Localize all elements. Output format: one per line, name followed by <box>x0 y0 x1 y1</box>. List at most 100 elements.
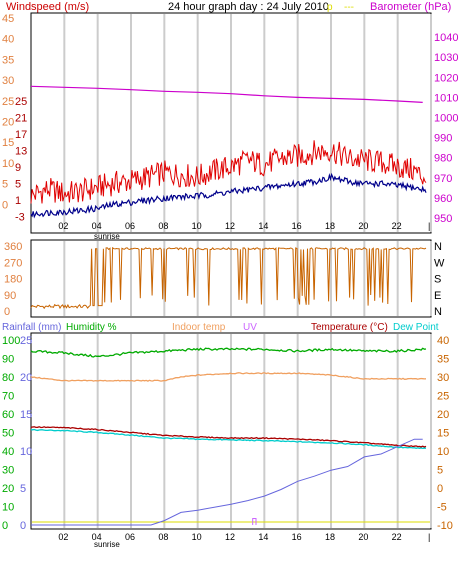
x-tick-label: 12 <box>225 221 235 231</box>
legend-uv: UV <box>243 322 257 333</box>
y-tick-direction: 270 <box>4 257 22 269</box>
header-marker-p: p <box>327 2 333 13</box>
header-marker-dashes: --- <box>344 2 354 13</box>
y-tick-humidity: 90 <box>2 354 14 366</box>
x-tick-label: | <box>428 532 430 542</box>
y-tick-temperature: 15 <box>437 428 449 440</box>
x-tick-label: 10 <box>192 221 202 231</box>
y-tick-left-orange: 35 <box>2 54 14 66</box>
y-tick-temperature: 10 <box>437 446 449 458</box>
y-tick-left-red: 17 <box>15 129 27 141</box>
x-tick-label: 14 <box>258 532 268 542</box>
y-tick-humidity: 100 <box>2 335 20 347</box>
y-tick-direction: 0 <box>4 306 10 318</box>
legend-indoor: Indoor temp <box>172 322 226 333</box>
y-tick-rain: 5 <box>20 483 26 495</box>
barometer-line <box>30 85 423 103</box>
x-tick-label: 04 <box>92 221 102 231</box>
y-tick-left-red: 13 <box>15 145 27 157</box>
y-tick-left-orange: 40 <box>2 34 14 46</box>
y-tick-left-orange: 0 <box>2 199 8 211</box>
x-tick-label: 06 <box>125 532 135 542</box>
y-tick-compass: E <box>434 290 441 302</box>
y-tick-left-orange: 25 <box>2 96 14 108</box>
y-tick-left-orange: 45 <box>2 13 14 25</box>
y-tick-left-orange: 15 <box>2 137 14 149</box>
y-tick-humidity: 30 <box>2 465 14 477</box>
y-tick-temperature: 25 <box>437 391 449 403</box>
legend-humidity: Humidity % <box>66 322 117 333</box>
legend-dewpoint: Dew Point <box>393 322 439 333</box>
dewpoint-line <box>31 428 426 450</box>
y-tick-temperature: 20 <box>437 409 449 421</box>
x-tick-label: 16 <box>292 221 302 231</box>
y-tick-left-orange: 5 <box>2 179 8 191</box>
y-tick-right-barometer: 1010 <box>434 92 458 104</box>
y-tick-left-orange: 20 <box>2 117 14 129</box>
y-tick-right-barometer: 1030 <box>434 52 458 64</box>
y-tick-right-barometer: 1040 <box>434 32 458 44</box>
x-tick-label: 20 <box>358 532 368 542</box>
y-tick-left-red: 1 <box>15 195 21 207</box>
y-tick-temperature: 35 <box>437 354 449 366</box>
wind-direction-line <box>30 246 427 310</box>
x-tick-label: 06 <box>125 221 135 231</box>
x-tick-label: 08 <box>158 221 168 231</box>
y-tick-rain: 25 <box>20 335 32 347</box>
y-tick-right-barometer: 970 <box>434 173 452 185</box>
x-tick-label: 20 <box>358 221 368 231</box>
y-tick-left-red: 21 <box>15 112 27 124</box>
y-tick-direction: 180 <box>4 274 22 286</box>
y-tick-humidity: 60 <box>2 409 14 421</box>
y-tick-temperature: -5 <box>437 502 447 514</box>
gust-line <box>30 140 427 204</box>
y-tick-right-barometer: 1000 <box>434 112 458 124</box>
y-tick-left-orange: 10 <box>2 158 14 170</box>
x-tick-label: 10 <box>192 532 202 542</box>
sunrise-label-1: sunrise <box>94 232 120 241</box>
y-tick-right-barometer: 990 <box>434 133 452 145</box>
x-tick-label: 12 <box>225 532 235 542</box>
windspeed-label: Windspeed (m/s) <box>6 1 89 13</box>
x-tick-label: 18 <box>325 221 335 231</box>
y-tick-humidity: 20 <box>2 483 14 495</box>
x-tick-label: 02 <box>58 221 68 231</box>
y-tick-right-barometer: 950 <box>434 213 452 225</box>
x-tick-label: 02 <box>58 532 68 542</box>
y-tick-humidity: 40 <box>2 446 14 458</box>
y-tick-humidity: 0 <box>2 520 8 532</box>
sunrise-label-2: sunrise <box>94 540 120 549</box>
rainfall-line <box>31 438 423 526</box>
y-tick-right-barometer: 1020 <box>434 72 458 84</box>
x-tick-label: 18 <box>325 532 335 542</box>
y-tick-right-barometer: 960 <box>434 193 452 205</box>
y-tick-compass: N <box>434 306 442 318</box>
legend-rainfall: Rainfall (mm) <box>2 322 61 333</box>
y-tick-compass: W <box>434 257 445 269</box>
y-tick-temperature: 30 <box>437 372 449 384</box>
y-tick-left-red: 9 <box>15 162 21 174</box>
x-tick-label: | <box>428 221 430 231</box>
y-tick-left-red: 5 <box>15 179 21 191</box>
barometer-label: Barometer (hPa) <box>370 1 451 13</box>
y-tick-left-red: -3 <box>15 212 25 224</box>
y-tick-humidity: 10 <box>2 502 14 514</box>
x-tick-label: 04 <box>92 532 102 542</box>
y-tick-left-orange: 30 <box>2 75 14 87</box>
y-tick-rain: 10 <box>20 446 32 458</box>
y-tick-temperature: 5 <box>437 465 443 477</box>
y-tick-direction: 90 <box>4 290 16 302</box>
x-tick-label: 22 <box>392 532 402 542</box>
temperature-line <box>30 426 427 448</box>
y-tick-humidity: 50 <box>2 428 14 440</box>
y-tick-humidity: 70 <box>2 391 14 403</box>
x-tick-label: 22 <box>392 221 402 231</box>
y-tick-rain: 20 <box>20 372 32 384</box>
y-tick-direction: 360 <box>4 241 22 253</box>
y-tick-temperature: 0 <box>437 483 443 495</box>
y-tick-rain: 15 <box>20 409 32 421</box>
legend-temperature: Temperature (°C) <box>311 322 388 333</box>
y-tick-right-barometer: 980 <box>434 153 452 165</box>
